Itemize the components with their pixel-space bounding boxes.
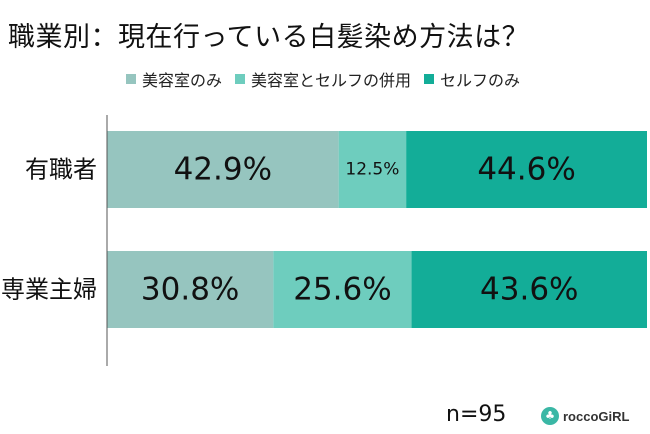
- brand-name: roccoGiRL: [563, 408, 630, 424]
- legend-item-self-only: セルフのみ: [424, 67, 520, 91]
- legend-label-combined: 美容室とセルフの併用: [251, 71, 412, 90]
- brand: ♣ roccoGiRL: [541, 407, 629, 425]
- legend-swatch-self-only: [424, 74, 435, 84]
- legend-item-salon-only: 美容室のみ: [126, 67, 222, 91]
- category-label-1: 有職者: [25, 156, 97, 184]
- data-label-salon-only-1: 42.9%: [174, 152, 272, 188]
- bar-segment-salon-only-2: [107, 251, 274, 328]
- data-label-combined-2: 25.6%: [293, 272, 391, 308]
- category-label-2: 専業主婦: [1, 276, 97, 304]
- data-label-self-only-1: 44.6%: [477, 152, 575, 188]
- bar-segment-combined-1: [338, 131, 407, 208]
- legend-item-combined: 美容室とセルフの併用: [235, 67, 411, 91]
- bar-segment-self-only-2: [411, 251, 647, 328]
- sample-size: n=95: [446, 402, 507, 427]
- bar-segment-combined-2: [273, 251, 412, 328]
- legend-swatch-combined: [235, 74, 246, 84]
- clover-icon: ♣: [541, 407, 559, 425]
- bar-segment-salon-only-1: [107, 131, 339, 208]
- legend-label-self-only: セルフのみ: [440, 71, 521, 90]
- bar-segment-self-only-1: [406, 131, 647, 208]
- data-label-self-only-2: 43.6%: [480, 272, 578, 308]
- legend-label-salon-only: 美容室のみ: [142, 71, 223, 90]
- legend-swatch-salon-only: [126, 74, 136, 84]
- chart-title: 職業別：現在行っている白髪染め方法は？: [8, 22, 530, 53]
- legend: 美容室のみ 美容室とセルフの併用 セルフのみ: [126, 67, 533, 91]
- data-label-combined-1: 12.5%: [345, 160, 399, 180]
- data-label-salon-only-2: 30.8%: [141, 272, 239, 308]
